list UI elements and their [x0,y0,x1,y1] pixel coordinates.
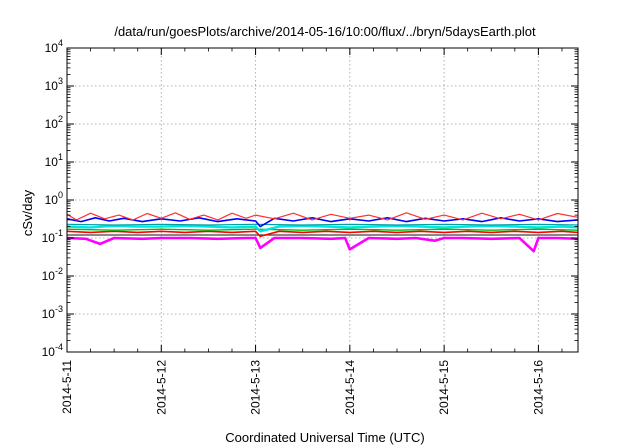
y-tick-label: 10-2 [42,266,63,283]
y-tick-label: 101 [45,152,63,169]
x-tick-label: 2014-5-16 [531,360,545,415]
x-tick-label: 2014-5-14 [343,360,357,415]
y-tick-label: 10-3 [42,304,63,321]
y-tick-label: 102 [45,114,63,131]
chart-title: /data/run/goesPlots/archive/2014-05-16/1… [114,24,536,39]
y-tick-label: 103 [45,76,63,93]
x-tick-label: 2014-5-13 [249,360,263,415]
series-line-8 [66,212,579,221]
series-line-3 [66,230,579,238]
y-tick-label: 10-1 [42,228,63,245]
y-tick-label: 10-4 [42,342,63,359]
y-tick-label: 100 [45,190,63,207]
series-line-4 [66,228,579,231]
y-tick-label: 104 [45,38,63,55]
series-line-7 [66,217,579,228]
series-line-6 [66,223,579,226]
x-axis-label: Coordinated Universal Time (UTC) [225,430,424,445]
x-tick-label: 2014-5-15 [437,360,451,415]
series-line-1 [66,236,579,253]
series-line-5 [66,224,579,233]
x-tick-label: 2014-5-11 [60,360,74,414]
series-group [66,212,579,253]
x-tick-label: 2014-5-12 [154,360,168,415]
y-axis-label: cSv/day [20,189,35,236]
y-axis: 10-4 10-3 10-2 10-1 100 101 102 103 104 [42,38,578,359]
x-axis: 2014-5-11 2014-5-12 2014-5-13 2014-5-14 2014… [60,48,563,415]
grid-lines [67,48,578,352]
